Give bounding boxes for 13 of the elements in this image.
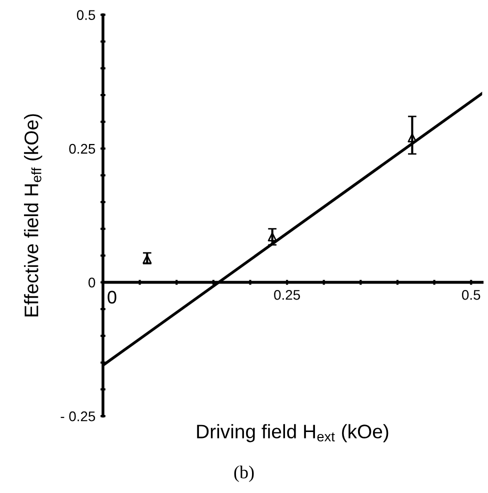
y-tick-label: - 0.25 xyxy=(60,411,96,422)
y-tick-label: 0 xyxy=(88,278,96,288)
x-axis-title: Driving field H$_{ext}$ (kOe) xyxy=(197,424,388,442)
point xyxy=(408,133,417,142)
text: (b) xyxy=(234,466,254,482)
x-tick-label: 0 xyxy=(108,290,116,304)
point xyxy=(268,232,277,242)
x-tick-label: 0.5 xyxy=(462,290,480,300)
y-tick-label: 0.25 xyxy=(69,144,96,154)
y-axis-title: Effective field H$_{eff}$ (kOe) xyxy=(24,114,42,316)
point xyxy=(142,254,152,264)
x-tick-label: 0.25 xyxy=(274,290,300,300)
y-tick-label: 0.5 xyxy=(76,10,96,20)
